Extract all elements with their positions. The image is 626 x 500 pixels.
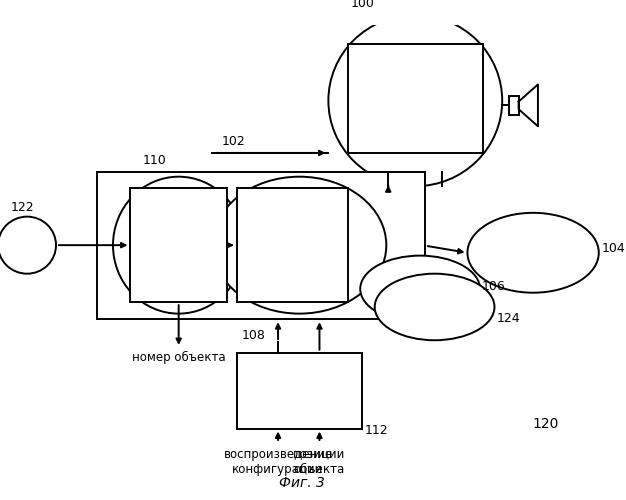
Ellipse shape: [113, 176, 244, 314]
Ellipse shape: [212, 176, 386, 314]
Text: воспроизведение
конфигурации: воспроизведение конфигурации: [223, 448, 332, 475]
Text: 110: 110: [143, 154, 167, 167]
Text: 100: 100: [350, 0, 374, 10]
Text: позиции
объекта: позиции объекта: [294, 448, 346, 475]
Ellipse shape: [360, 256, 480, 322]
Bar: [96, 172, 425, 320]
Bar: [237, 188, 347, 302]
Ellipse shape: [0, 216, 56, 274]
Bar: [130, 188, 227, 302]
Ellipse shape: [329, 15, 502, 186]
Bar: [237, 352, 362, 428]
Bar: [347, 44, 483, 153]
Text: 108: 108: [242, 329, 265, 342]
Text: 122: 122: [11, 201, 34, 214]
Text: 120: 120: [533, 417, 559, 431]
Bar: [509, 96, 518, 115]
Text: 104: 104: [602, 242, 625, 254]
Text: 102: 102: [222, 135, 246, 148]
Ellipse shape: [375, 274, 495, 340]
Text: Фиг. 3: Фиг. 3: [279, 476, 326, 490]
Text: 106: 106: [482, 280, 506, 293]
Text: 124: 124: [496, 312, 520, 324]
Text: 112: 112: [365, 424, 389, 437]
Text: номер объекта: номер объекта: [132, 350, 225, 364]
Polygon shape: [518, 84, 538, 126]
Ellipse shape: [468, 213, 599, 292]
